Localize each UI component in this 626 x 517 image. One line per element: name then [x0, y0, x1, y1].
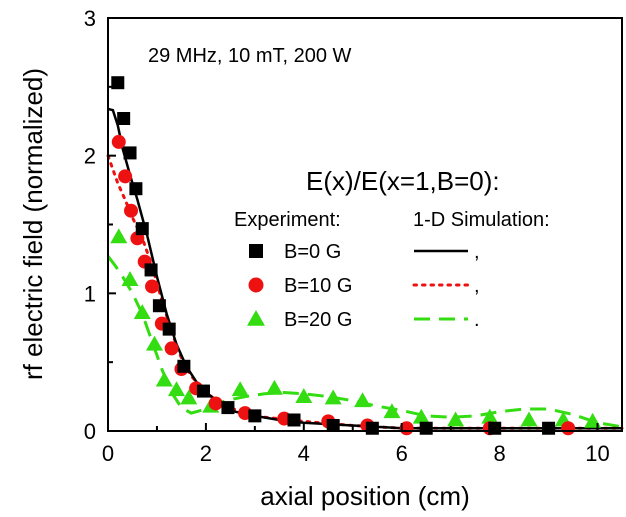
experiment-point-b-10-g: [124, 203, 139, 218]
experiment-point-b-0-g: [111, 76, 125, 90]
x-tick-label: 10: [585, 441, 609, 466]
simulation-line-b-0-g: [107, 107, 622, 430]
y-ticks: 0 1 2 3: [84, 6, 116, 444]
experiment-point-b-10-g: [208, 396, 223, 411]
legend-marker-b-0-g: [249, 244, 263, 258]
experiment-point-b-20-g: [168, 381, 186, 397]
legend-line-suffix: .: [474, 309, 480, 331]
experiment-point-b-0-g: [419, 421, 433, 435]
experiment-point-b-10-g: [164, 341, 179, 356]
plot-markers: [110, 76, 602, 436]
experiment-point-b-20-g: [231, 381, 249, 397]
experiment-point-b-10-g: [145, 279, 160, 294]
experiment-point-b-20-g: [121, 271, 139, 286]
experiment-point-b-20-g: [520, 411, 538, 427]
legend-label-b-20-g: B=20 G: [284, 309, 352, 331]
experiment-point-b-0-g: [129, 182, 143, 196]
experiment-point-b-0-g: [162, 322, 176, 336]
legend-label-b-10-g: B=10 G: [284, 275, 352, 297]
experiment-point-b-0-g: [144, 263, 158, 277]
x-ticks: 0 2 4 6 8 10: [102, 423, 610, 466]
legend-line-suffix: ,: [474, 241, 480, 263]
experiment-point-b-0-g: [221, 401, 235, 415]
simulation-line-b-10-g: [106, 154, 624, 430]
experiment-point-b-10-g: [111, 134, 126, 149]
experiment-point-b-20-g: [354, 392, 372, 408]
experiment-point-b-20-g: [180, 389, 198, 405]
y-tick-label: 0: [84, 419, 96, 444]
legend-marker-b-20-g: [247, 310, 265, 326]
y-tick-label: 2: [84, 144, 96, 169]
x-tick-label: 8: [493, 441, 505, 466]
plot-lines: [106, 107, 624, 430]
experiment-point-b-0-g: [152, 299, 166, 313]
experiment-point-b-0-g: [177, 359, 191, 373]
experiment-point-b-20-g: [324, 389, 342, 405]
experiment-point-b-20-g: [133, 304, 151, 319]
experiment-point-b-10-g: [561, 421, 576, 436]
x-tick-label: 6: [396, 441, 408, 466]
experiment-point-b-0-g: [326, 418, 340, 432]
y-tick-label: 1: [84, 281, 96, 306]
experiment-point-b-20-g: [265, 379, 283, 395]
experiment-point-b-20-g: [295, 388, 313, 403]
experiment-point-b-0-g: [123, 146, 137, 160]
x-tick-label: 0: [102, 441, 114, 466]
y-tick-label: 3: [84, 6, 96, 31]
experiment-point-b-20-g: [447, 411, 465, 427]
experiment-point-b-0-g: [117, 111, 131, 125]
experiment-point-b-20-g: [383, 403, 401, 419]
experiment-point-b-0-g: [196, 384, 210, 398]
experiment-point-b-20-g: [155, 371, 173, 387]
legend-marker-b-10-g: [248, 277, 264, 293]
experiment-point-b-10-g: [118, 169, 133, 184]
experiment-point-b-20-g: [481, 408, 499, 424]
legend-title: E(x)/E(x=1,B=0):: [306, 166, 500, 196]
legend-rows: B=0 G , B=10 G , B=20 G.: [247, 241, 480, 331]
experiment-point-b-20-g: [412, 408, 430, 424]
legend: E(x)/E(x=1,B=0): Experiment: 1-D Simulat…: [234, 166, 550, 331]
legend-experiment-header: Experiment:: [234, 209, 341, 231]
experiment-point-b-20-g: [110, 228, 128, 244]
x-axis-label: axial position (cm): [260, 481, 470, 511]
experiment-point-b-0-g: [248, 409, 262, 423]
x-tick-label: 2: [200, 441, 212, 466]
x-tick-label: 4: [298, 441, 310, 466]
chart-annotation: 29 MHz, 10 mT, 200 W: [148, 45, 352, 67]
y-axis-label: rf electric field (normalized): [18, 68, 48, 380]
experiment-point-b-0-g: [135, 222, 149, 236]
legend-simulation-header: 1-D Simulation:: [413, 209, 550, 231]
simulation-line-b-20-g: [106, 255, 623, 429]
experiment-point-b-0-g: [365, 421, 379, 435]
experiment-point-b-0-g: [287, 413, 301, 427]
legend-label-b-0-g: B=0 G: [284, 241, 341, 263]
legend-line-suffix: ,: [474, 275, 480, 297]
experiment-point-b-20-g: [146, 335, 164, 351]
